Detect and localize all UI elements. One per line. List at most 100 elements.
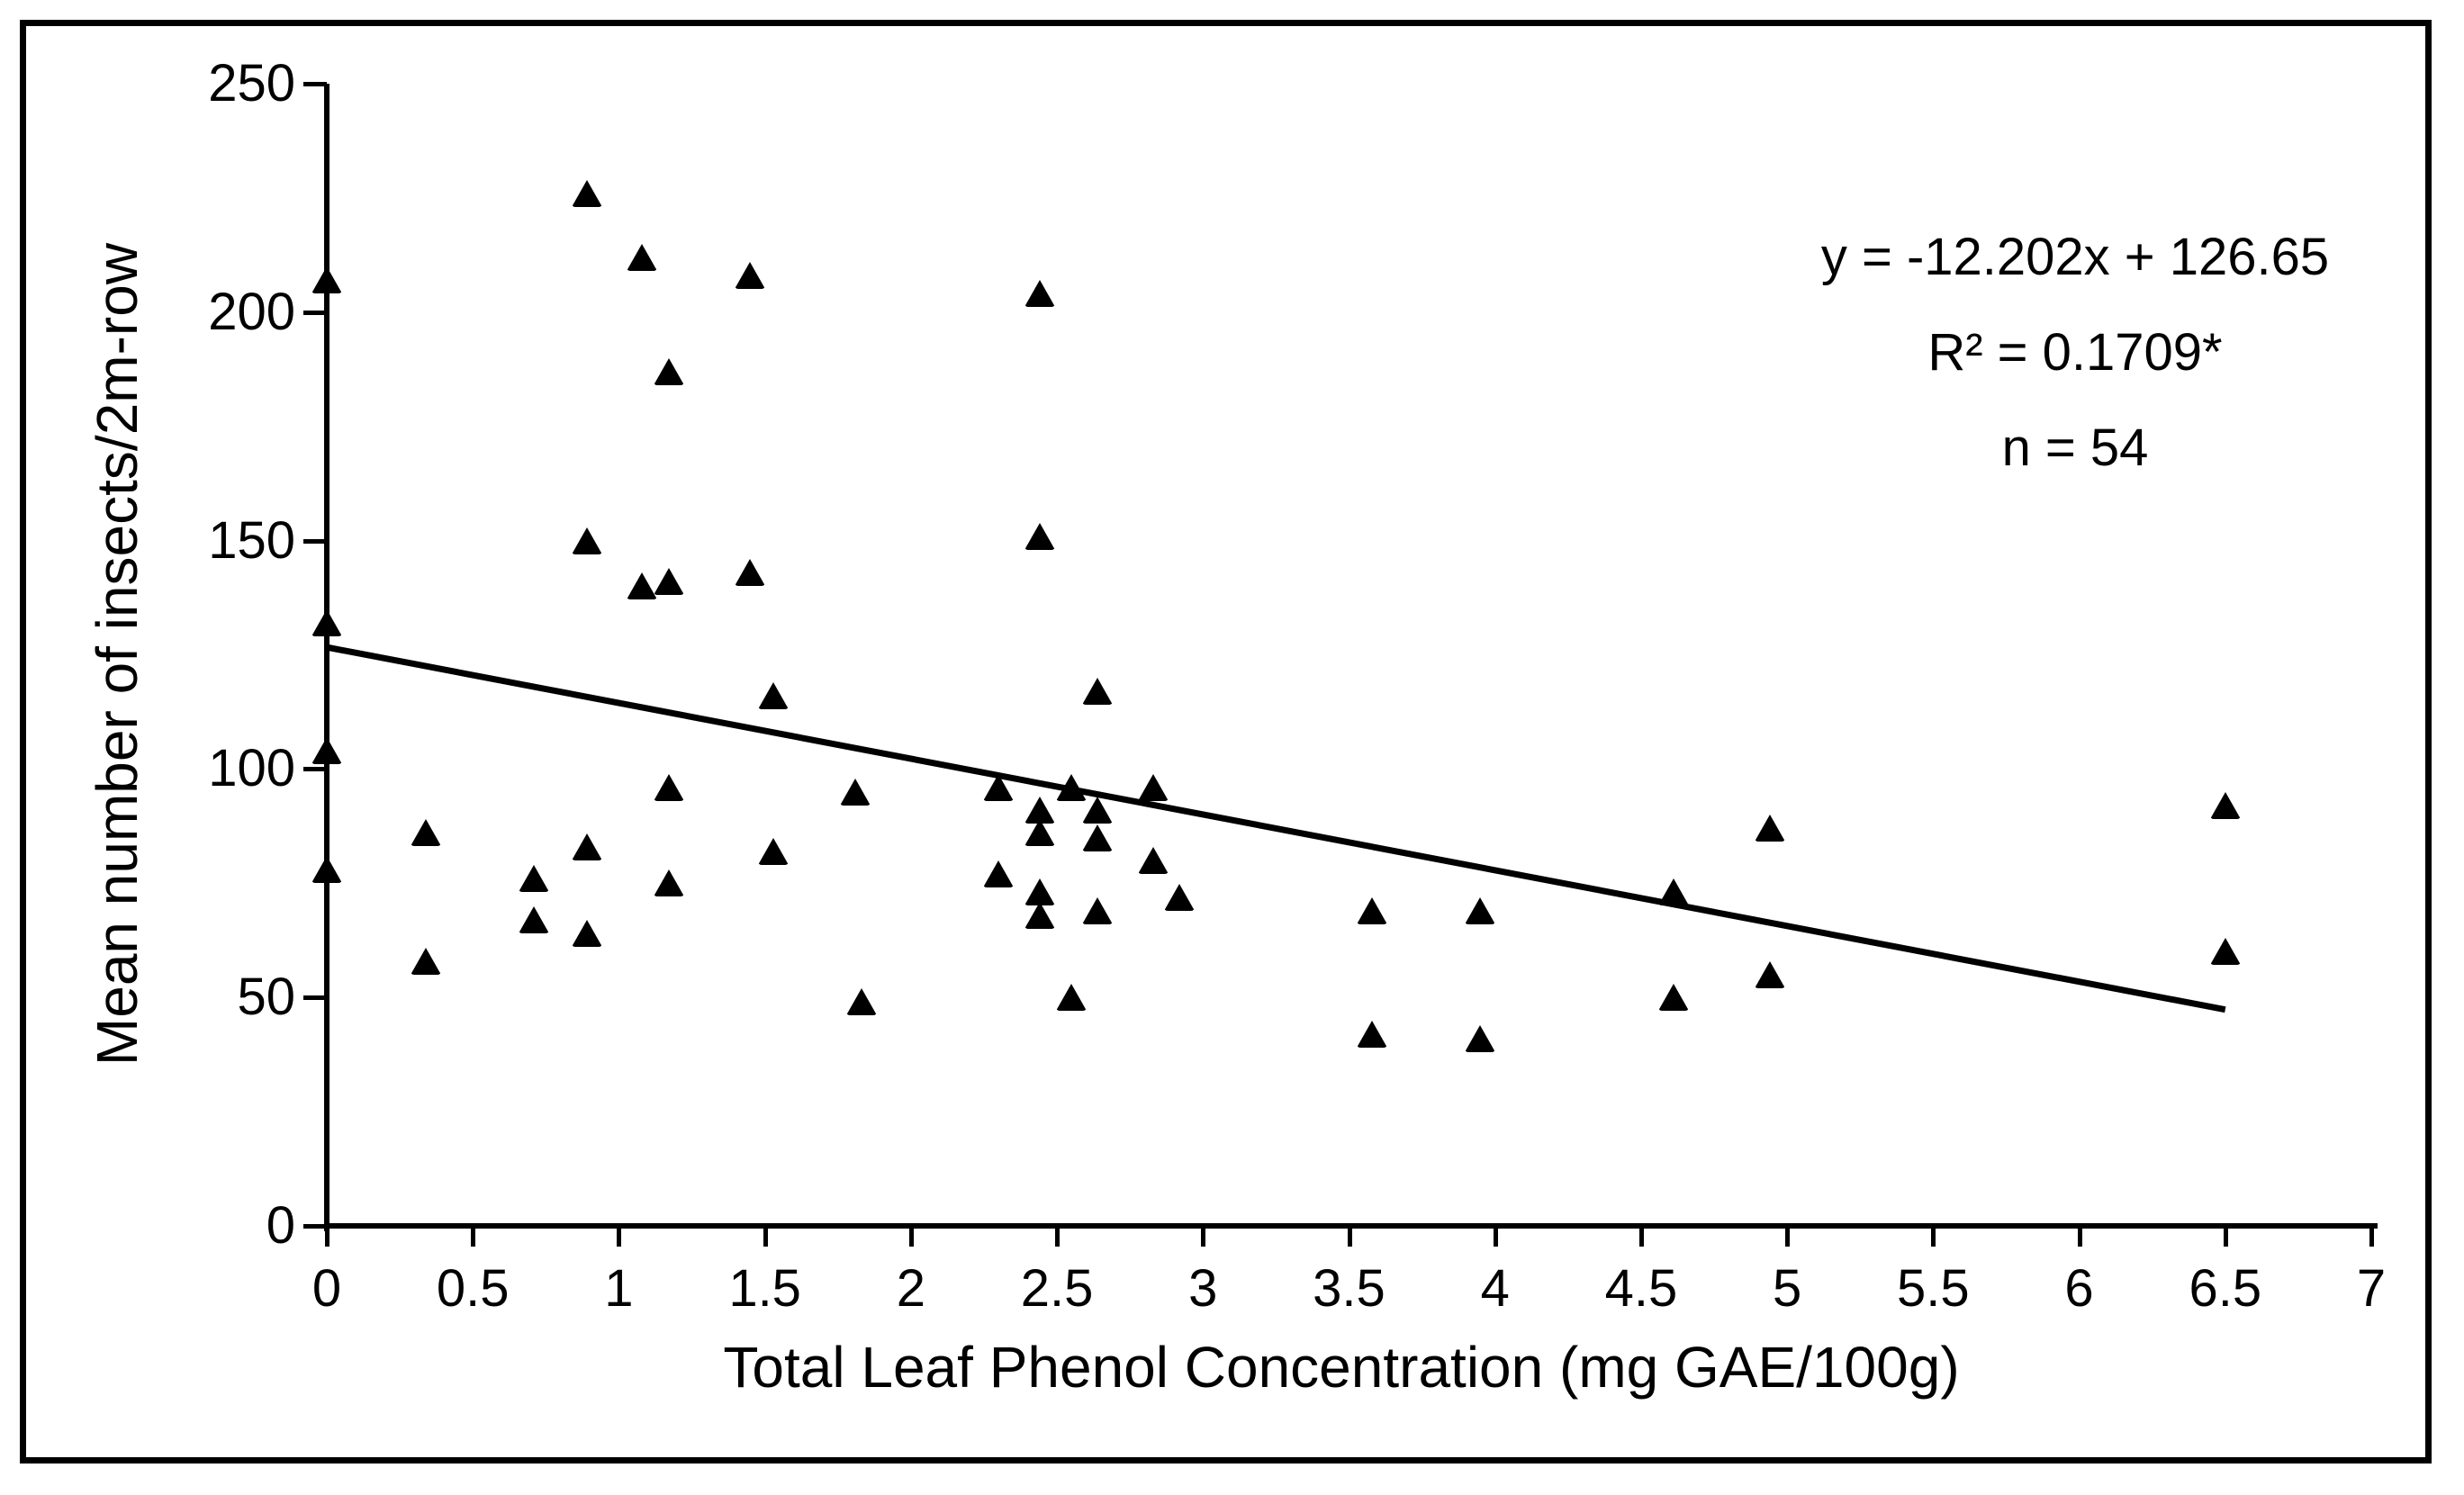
x-tick-mark [1347,1223,1352,1247]
data-point-triangle [840,778,871,806]
data-point-triangle [571,179,602,207]
data-point-triangle [1024,819,1055,847]
data-point-triangle [1056,773,1088,801]
y-axis-title: Mean number of insects/2m-row [85,242,149,1067]
data-point-triangle [2209,792,2241,819]
data-point-triangle [653,773,684,801]
trendline [326,644,2226,1013]
data-point-triangle [653,357,684,385]
x-tick-label: 5 [1773,1259,1802,1318]
data-point-triangle [311,737,342,765]
y-tick-label: 200 [208,282,295,341]
data-point-triangle [1754,960,1785,988]
x-tick-label: 6.5 [2189,1259,2262,1318]
x-tick-mark [763,1223,768,1247]
y-tick-mark [303,767,327,772]
x-tick-label: 4 [1480,1259,1510,1318]
data-point-triangle [1082,797,1114,824]
data-point-triangle [1754,815,1785,842]
x-tick-label: 3 [1188,1259,1218,1318]
x-tick-mark [1055,1223,1061,1247]
data-point-triangle [1082,824,1114,851]
data-point-triangle [1024,901,1055,929]
data-point-triangle [411,819,442,847]
y-tick-label: 100 [208,739,295,798]
y-axis-line [324,84,329,1231]
data-point-triangle [845,988,877,1016]
x-tick-label: 2 [896,1259,925,1318]
data-point-triangle [758,837,790,865]
x-tick-mark [1931,1223,1936,1247]
data-point-triangle [2209,938,2241,966]
data-point-triangle [1082,678,1114,706]
data-point-triangle [1024,280,1055,308]
y-tick-mark [303,310,327,315]
y-tick-label: 150 [208,510,295,570]
regression-annotation: y = -12.202x + 126.65 R² = 0.1709* n = 5… [1692,210,2458,496]
data-point-triangle [1465,1024,1496,1052]
data-point-triangle [1024,522,1055,550]
data-point-triangle [411,947,442,975]
data-point-triangle [1082,896,1114,924]
x-tick-mark [325,1223,329,1247]
y-tick-label: 250 [208,54,295,113]
x-tick-label: 5.5 [1897,1259,1970,1318]
data-point-triangle [571,833,602,860]
data-point-triangle [735,262,766,290]
data-point-triangle [653,869,684,897]
data-point-triangle [1465,896,1496,924]
x-tick-mark [2223,1223,2228,1247]
data-point-triangle [1657,984,1689,1012]
x-tick-mark [2077,1223,2082,1247]
data-point-triangle [1164,883,1196,911]
data-point-triangle [571,920,602,948]
data-point-triangle [627,572,658,600]
x-tick-label: 7 [2356,1259,2387,1318]
x-tick-mark [1638,1223,1644,1247]
data-point-triangle [519,905,550,933]
y-tick-label: 0 [266,1196,295,1255]
data-point-triangle [311,856,342,884]
equation-text: y = -12.202x + 126.65 [1820,228,2330,286]
data-point-triangle [1138,773,1169,801]
data-point-triangle [1024,797,1055,824]
data-point-triangle [1056,984,1088,1012]
x-tick-mark [617,1223,622,1247]
data-point-triangle [311,608,342,636]
x-tick-label: 1 [604,1259,634,1318]
y-tick-mark [303,1224,327,1229]
x-tick-mark [1201,1223,1206,1247]
x-axis-title: Total Leaf Phenol Concentration (mg GAE/… [723,1335,1960,1400]
x-tick-label: 0.5 [436,1259,510,1318]
y-tick-label: 50 [237,968,295,1027]
x-tick-mark [1493,1223,1498,1247]
data-point-triangle [1024,878,1055,906]
y-tick-mark [303,538,327,544]
figure-border [20,20,2432,1463]
x-tick-label: 2.5 [1020,1259,1094,1318]
data-point-triangle [1657,878,1689,906]
r-squared-text: R² = 0.1709* [1927,323,2223,382]
data-point-triangle [1357,896,1388,924]
data-point-triangle [311,266,342,294]
data-point-triangle [627,243,658,271]
y-tick-mark [303,82,327,86]
x-tick-label: 4.5 [1604,1259,1678,1318]
x-tick-label: 0 [311,1259,342,1318]
data-point-triangle [983,773,1015,801]
x-tick-mark [471,1223,476,1247]
data-point-triangle [519,865,550,893]
data-point-triangle [758,682,790,710]
data-point-triangle [983,860,1015,888]
x-tick-label: 3.5 [1313,1259,1385,1318]
x-tick-label: 6 [2064,1259,2094,1318]
x-tick-mark [2369,1223,2374,1247]
x-tick-label: 1.5 [728,1259,801,1318]
data-point-triangle [653,568,684,596]
data-point-triangle [1357,1020,1388,1048]
data-point-triangle [1138,846,1169,874]
y-tick-mark [303,995,327,1001]
data-point-triangle [735,559,766,587]
x-tick-mark [908,1223,914,1247]
